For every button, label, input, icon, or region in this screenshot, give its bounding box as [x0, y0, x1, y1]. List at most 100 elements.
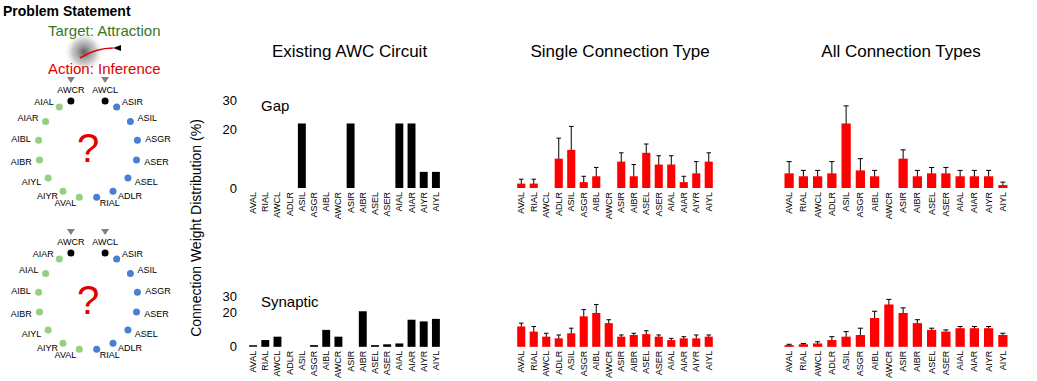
svg-text:AIYR: AIYR: [691, 350, 701, 372]
svg-text:AIBL: AIBL: [870, 351, 880, 371]
svg-text:ASER: ASER: [382, 192, 392, 217]
svg-text:ASEL: ASEL: [135, 329, 158, 339]
svg-text:ASEL: ASEL: [135, 177, 158, 187]
svg-text:ASEL: ASEL: [927, 351, 937, 374]
svg-text:ASGR: ASGR: [145, 134, 171, 144]
svg-text:ASIL: ASIL: [566, 192, 576, 212]
svg-text:Target: Attraction: Target: Attraction: [48, 22, 161, 39]
svg-text:ASGR: ASGR: [855, 192, 865, 218]
svg-text:30: 30: [223, 93, 237, 108]
svg-text:ASIR: ASIR: [898, 192, 908, 214]
svg-text:ASGR: ASGR: [579, 350, 589, 376]
svg-text:AWCL: AWCL: [272, 192, 282, 218]
svg-text:AIBL: AIBL: [11, 286, 31, 296]
svg-text:0: 0: [230, 181, 237, 196]
svg-text:ASER: ASER: [654, 192, 664, 217]
svg-text:ASGR: ASGR: [145, 286, 171, 296]
svg-text:AIAL: AIAL: [34, 97, 54, 107]
svg-text:Connection Weight Distribution: Connection Weight Distribution (%): [188, 119, 204, 337]
svg-text:AIYL: AIYL: [22, 329, 42, 339]
svg-text:AIAR: AIAR: [969, 350, 979, 372]
svg-text:Existing AWC Circuit: Existing AWC Circuit: [272, 42, 428, 61]
svg-text:AIYR: AIYR: [37, 343, 59, 353]
svg-text:RIAL: RIAL: [260, 351, 270, 371]
svg-text:AVAL: AVAL: [55, 350, 77, 360]
svg-text:AIAR: AIAR: [679, 192, 689, 214]
svg-text:ASER: ASER: [382, 350, 392, 375]
svg-text:AIAL: AIAL: [955, 351, 965, 371]
svg-text:AWCR: AWCR: [57, 85, 85, 95]
svg-text:ASEL: ASEL: [370, 192, 380, 215]
svg-text:RIAL: RIAL: [529, 351, 539, 371]
svg-text:AIBL: AIBL: [591, 192, 601, 212]
svg-text:AIYL: AIYL: [431, 351, 441, 371]
svg-text:AIAR: AIAR: [969, 192, 979, 214]
svg-text:ASIR: ASIR: [898, 350, 908, 372]
svg-text:Single Connection Type: Single Connection Type: [530, 42, 709, 61]
svg-text:AIYR: AIYR: [984, 192, 994, 214]
svg-text:AWCL: AWCL: [92, 237, 118, 247]
svg-text:AWCR: AWCR: [333, 350, 343, 378]
svg-text:AIYR: AIYR: [419, 192, 429, 214]
svg-text:AIAL: AIAL: [666, 192, 676, 212]
svg-text:AWCR: AWCR: [333, 192, 343, 220]
svg-text:20: 20: [223, 305, 237, 320]
svg-text:ASGR: ASGR: [309, 192, 319, 218]
svg-text:RIAL: RIAL: [100, 350, 120, 360]
svg-text:AVAL: AVAL: [55, 198, 77, 208]
svg-text:ADLR: ADLR: [285, 192, 295, 217]
svg-text:0: 0: [230, 339, 237, 354]
svg-text:RIAL: RIAL: [260, 192, 270, 212]
svg-text:All Connection Types: All Connection Types: [821, 42, 980, 61]
svg-text:AIAL: AIAL: [666, 351, 676, 371]
svg-text:ASER: ASER: [941, 192, 951, 217]
svg-text:AIYR: AIYR: [419, 350, 429, 372]
svg-text:AWCL: AWCL: [92, 85, 118, 95]
svg-text:AIYL: AIYL: [704, 351, 714, 371]
svg-text:AIAR: AIAR: [407, 192, 417, 214]
svg-text:ASIL: ASIL: [297, 192, 307, 212]
svg-text:?: ?: [77, 278, 99, 322]
svg-text:AIBR: AIBR: [358, 192, 368, 214]
svg-text:AIBR: AIBR: [629, 192, 639, 214]
svg-text:AVAL: AVAL: [248, 192, 258, 214]
svg-text:30: 30: [223, 289, 237, 304]
svg-text:Action: Inference: Action: Inference: [48, 60, 161, 77]
svg-text:AWCR: AWCR: [604, 350, 614, 378]
svg-text:AIAR: AIAR: [17, 113, 39, 123]
svg-text:ASEL: ASEL: [641, 192, 651, 215]
svg-text:ASER: ASER: [144, 309, 169, 319]
svg-text:ASGR: ASGR: [579, 192, 589, 218]
svg-text:ASIR: ASIR: [346, 350, 356, 372]
svg-text:RIAL: RIAL: [529, 192, 539, 212]
svg-text:ASGR: ASGR: [309, 350, 319, 376]
svg-text:AIAL: AIAL: [19, 265, 39, 275]
svg-text:AWCL: AWCL: [272, 351, 282, 377]
svg-text:AIAL: AIAL: [394, 192, 404, 212]
svg-text:ASER: ASER: [654, 350, 664, 375]
svg-text:ASIL: ASIL: [297, 351, 307, 371]
svg-text:20: 20: [223, 122, 237, 137]
svg-text:AVAL: AVAL: [784, 351, 794, 373]
svg-text:ASIR: ASIR: [122, 97, 144, 107]
svg-text:ASIL: ASIL: [137, 265, 157, 275]
svg-text:AIYR: AIYR: [691, 192, 701, 214]
svg-text:AIAL: AIAL: [394, 351, 404, 371]
svg-text:AIYL: AIYL: [704, 192, 714, 212]
svg-text:ASIR: ASIR: [122, 249, 144, 259]
svg-text:AIAR: AIAR: [679, 350, 689, 372]
svg-text:ASEL: ASEL: [370, 351, 380, 374]
svg-text:ASEL: ASEL: [641, 351, 651, 374]
svg-text:Synaptic: Synaptic: [261, 293, 319, 310]
svg-text:AIBR: AIBR: [912, 350, 922, 372]
svg-text:AWCL: AWCL: [541, 192, 551, 218]
svg-text:AIYR: AIYR: [37, 191, 59, 201]
svg-text:AIBR: AIBR: [358, 350, 368, 372]
svg-text:AIBL: AIBL: [870, 192, 880, 212]
svg-text:AIYR: AIYR: [984, 350, 994, 372]
svg-text:ADLR: ADLR: [827, 350, 837, 375]
svg-text:AIYL: AIYL: [22, 177, 42, 187]
svg-text:RIAL: RIAL: [798, 192, 808, 212]
svg-text:AWCR: AWCR: [604, 192, 614, 220]
svg-text:ADLR: ADLR: [554, 192, 564, 217]
